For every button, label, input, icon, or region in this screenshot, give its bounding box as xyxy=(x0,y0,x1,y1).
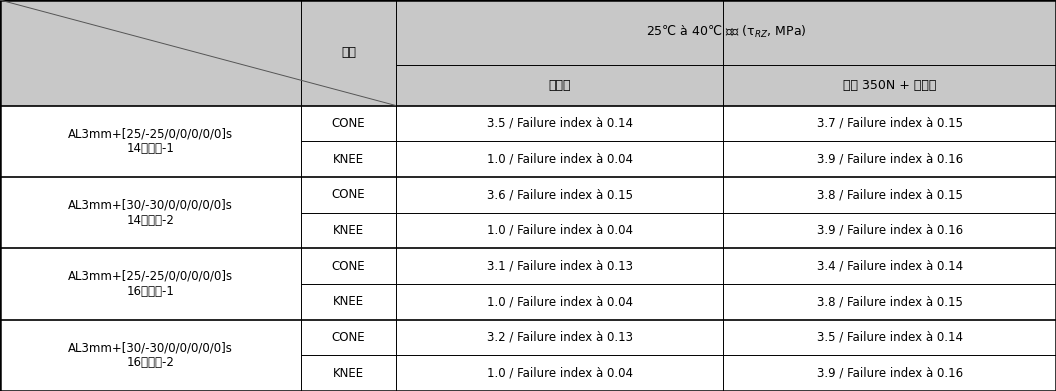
Bar xyxy=(0,0,1056,65)
Text: KNEE: KNEE xyxy=(333,367,364,380)
Text: CONE: CONE xyxy=(332,331,365,344)
Bar xyxy=(0,177,1056,213)
Bar xyxy=(0,320,1056,355)
Text: CONE: CONE xyxy=(332,260,365,273)
Bar xyxy=(0,65,1056,106)
Text: KNEE: KNEE xyxy=(333,295,364,308)
Text: AL3mm+[25/-25/0/0/0/0/0]s
16플라이-1: AL3mm+[25/-25/0/0/0/0/0]s 16플라이-1 xyxy=(68,270,233,298)
Text: KNEE: KNEE xyxy=(333,152,364,165)
Bar xyxy=(0,248,1056,284)
Text: AL3mm+[30/-30/0/0/0/0/0]s
14플라이-2: AL3mm+[30/-30/0/0/0/0/0]s 14플라이-2 xyxy=(68,199,233,227)
Bar xyxy=(0,141,1056,177)
Text: 열응력: 열응력 xyxy=(548,79,571,91)
Text: 3.9 / Failure index à 0.16: 3.9 / Failure index à 0.16 xyxy=(816,152,963,165)
Text: 3.7 / Failure index à 0.15: 3.7 / Failure index à 0.15 xyxy=(816,117,963,130)
Text: 1.0 / Failure index à 0.04: 1.0 / Failure index à 0.04 xyxy=(487,152,633,165)
Text: 3.1 / Failure index à 0.13: 3.1 / Failure index à 0.13 xyxy=(487,260,633,273)
Text: 3.5 / Failure index à 0.14: 3.5 / Failure index à 0.14 xyxy=(487,117,633,130)
Text: 3.8 / Failure index à 0.15: 3.8 / Failure index à 0.15 xyxy=(816,295,963,308)
Text: 3.6 / Failure index à 0.15: 3.6 / Failure index à 0.15 xyxy=(487,188,633,201)
Text: 3.9 / Failure index à 0.16: 3.9 / Failure index à 0.16 xyxy=(816,224,963,237)
Text: 1.0 / Failure index à 0.04: 1.0 / Failure index à 0.04 xyxy=(487,295,633,308)
Bar xyxy=(0,213,1056,248)
Text: 3.9 / Failure index à 0.16: 3.9 / Failure index à 0.16 xyxy=(816,367,963,380)
Text: AL3mm+[25/-25/0/0/0/0/0]s
14플라이-1: AL3mm+[25/-25/0/0/0/0/0]s 14플라이-1 xyxy=(68,127,233,155)
Text: KNEE: KNEE xyxy=(333,224,364,237)
Text: CONE: CONE xyxy=(332,117,365,130)
Bar xyxy=(0,284,1056,320)
Bar xyxy=(0,355,1056,391)
Text: 파트: 파트 xyxy=(341,46,356,59)
Text: 1.0 / Failure index à 0.04: 1.0 / Failure index à 0.04 xyxy=(487,367,633,380)
Text: 3.4 / Failure index à 0.14: 3.4 / Failure index à 0.14 xyxy=(816,260,963,273)
Text: 3.5 / Failure index à 0.14: 3.5 / Failure index à 0.14 xyxy=(816,331,963,344)
Text: CONE: CONE xyxy=(332,188,365,201)
Text: 하중 350N + 열응력: 하중 350N + 열응력 xyxy=(843,79,937,91)
Text: 3.8 / Failure index à 0.15: 3.8 / Failure index à 0.15 xyxy=(816,188,963,201)
Text: 25℃ à 40℃ 조건 (τ$_{RZ}$, MPa): 25℃ à 40℃ 조건 (τ$_{RZ}$, MPa) xyxy=(645,24,807,40)
Text: 1.0 / Failure index à 0.04: 1.0 / Failure index à 0.04 xyxy=(487,224,633,237)
Text: 3.2 / Failure index à 0.13: 3.2 / Failure index à 0.13 xyxy=(487,331,633,344)
Text: AL3mm+[30/-30/0/0/0/0/0]s
16플라이-2: AL3mm+[30/-30/0/0/0/0/0]s 16플라이-2 xyxy=(68,341,233,369)
Bar xyxy=(0,106,1056,141)
